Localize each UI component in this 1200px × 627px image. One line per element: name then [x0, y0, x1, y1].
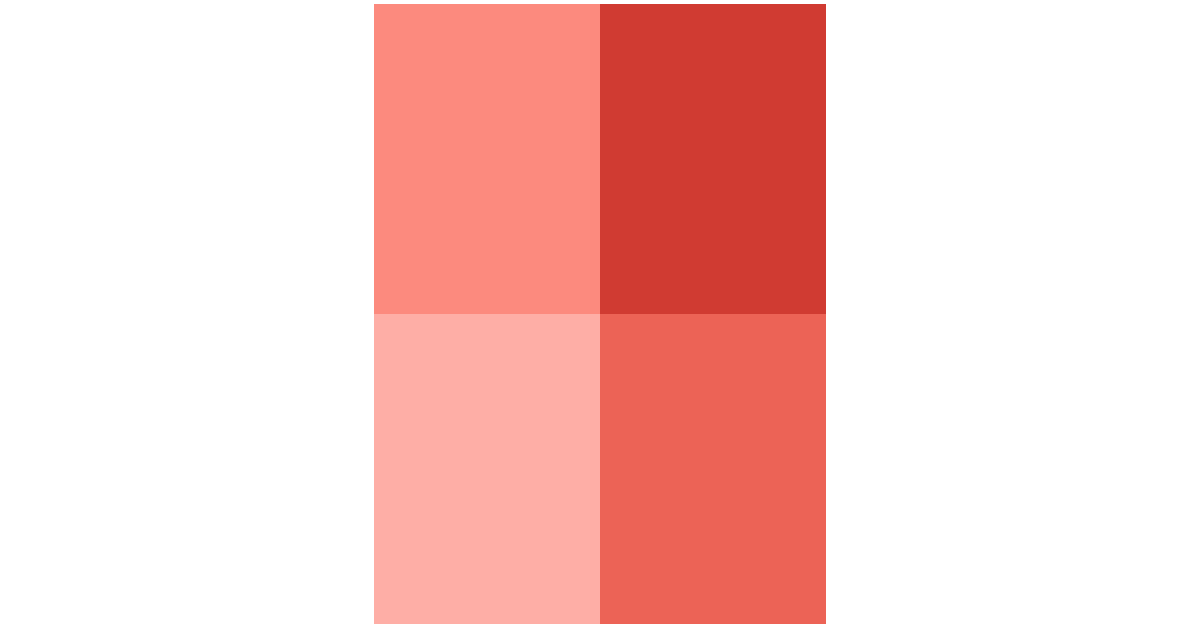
swatch-bottom-right	[600, 314, 826, 624]
swatch-bottom-left	[374, 314, 600, 624]
swatch-top-right	[600, 4, 826, 314]
color-swatch-grid	[374, 4, 826, 624]
swatch-top-left	[374, 4, 600, 314]
